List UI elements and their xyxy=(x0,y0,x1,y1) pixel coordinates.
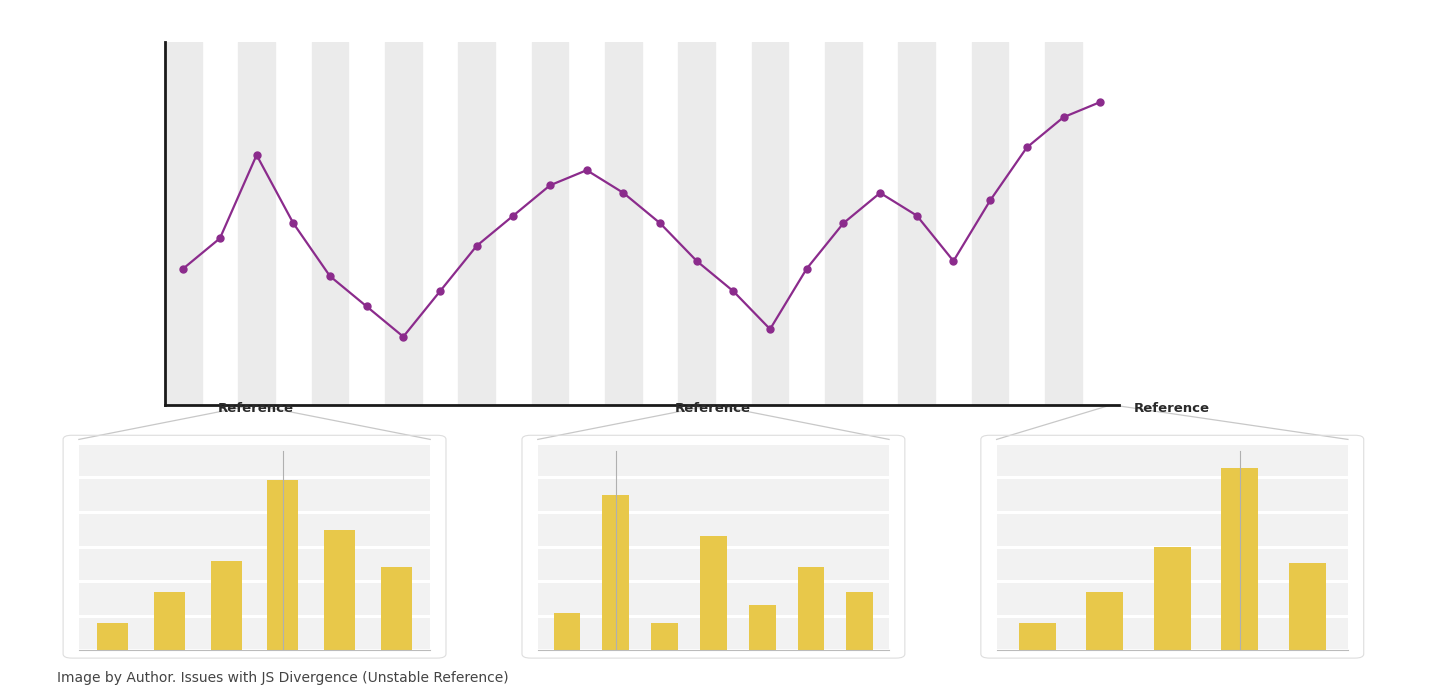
Text: Image by Author. Issues with JS Divergence (Unstable Reference): Image by Author. Issues with JS Divergen… xyxy=(57,671,509,685)
Bar xyxy=(825,42,862,405)
Bar xyxy=(678,42,716,405)
Bar xyxy=(532,42,568,405)
Bar xyxy=(311,42,348,405)
Bar xyxy=(797,567,825,650)
Bar xyxy=(380,567,412,650)
Bar xyxy=(165,42,202,405)
Bar xyxy=(459,42,495,405)
Bar xyxy=(1086,592,1123,650)
Text: Reference: Reference xyxy=(218,402,293,415)
Bar xyxy=(384,42,422,405)
Bar xyxy=(1018,623,1055,650)
Bar xyxy=(324,530,356,650)
Bar xyxy=(749,605,776,650)
Bar xyxy=(238,42,275,405)
Text: Reference: Reference xyxy=(675,402,750,415)
Bar xyxy=(153,592,185,650)
Bar xyxy=(751,42,789,405)
Bar xyxy=(700,536,727,650)
Bar xyxy=(899,42,935,405)
Bar xyxy=(605,42,641,405)
Bar xyxy=(1222,468,1259,650)
Bar xyxy=(846,592,873,650)
Bar xyxy=(602,495,630,650)
Text: Reference: Reference xyxy=(1134,402,1209,415)
Bar xyxy=(972,42,1008,405)
Bar xyxy=(1154,547,1190,650)
Bar xyxy=(1045,42,1081,405)
Bar xyxy=(1289,563,1326,650)
Bar xyxy=(98,623,129,650)
Bar xyxy=(651,623,678,650)
Bar xyxy=(211,561,242,650)
Bar xyxy=(267,480,298,650)
Bar xyxy=(554,613,581,650)
